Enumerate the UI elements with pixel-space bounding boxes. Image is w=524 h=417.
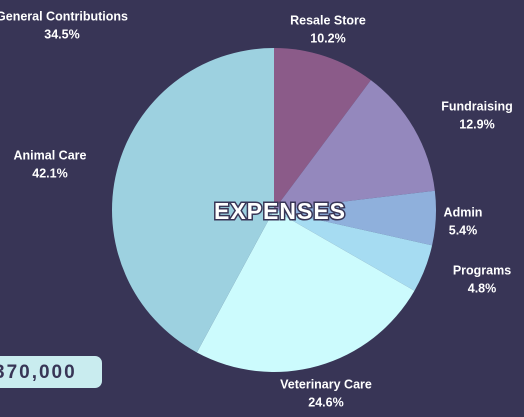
slice-label: Animal Care (14, 148, 87, 162)
total-badge (0, 356, 102, 388)
slice-label: Resale Store (290, 13, 366, 27)
pie-slice (274, 190, 436, 246)
chart-title: EXPENSES (214, 198, 346, 224)
slice-value-label: 4.8% (468, 281, 497, 295)
pie-slice (274, 80, 435, 210)
slice-label: Programs (453, 263, 511, 277)
side-label-name: General Contributions (0, 9, 128, 23)
slice-value-label: 5.4% (449, 223, 478, 237)
slice-label: Admin (444, 205, 483, 219)
pie-slice (196, 210, 415, 372)
side-label-value: 34.5% (44, 27, 79, 41)
slice-value-label: 42.1% (32, 166, 67, 180)
pie-slice (274, 210, 433, 291)
pie-slice (274, 48, 371, 210)
slice-label: Fundraising (441, 99, 513, 113)
slice-value-label: 10.2% (310, 31, 345, 45)
slice-value-label: 12.9% (459, 117, 494, 131)
slice-label: Veterinary Care (280, 377, 372, 391)
pie (112, 48, 436, 372)
pie-slice (112, 48, 275, 353)
total-text: 370,000 (0, 362, 77, 383)
slice-value-label: 24.6% (308, 395, 343, 409)
